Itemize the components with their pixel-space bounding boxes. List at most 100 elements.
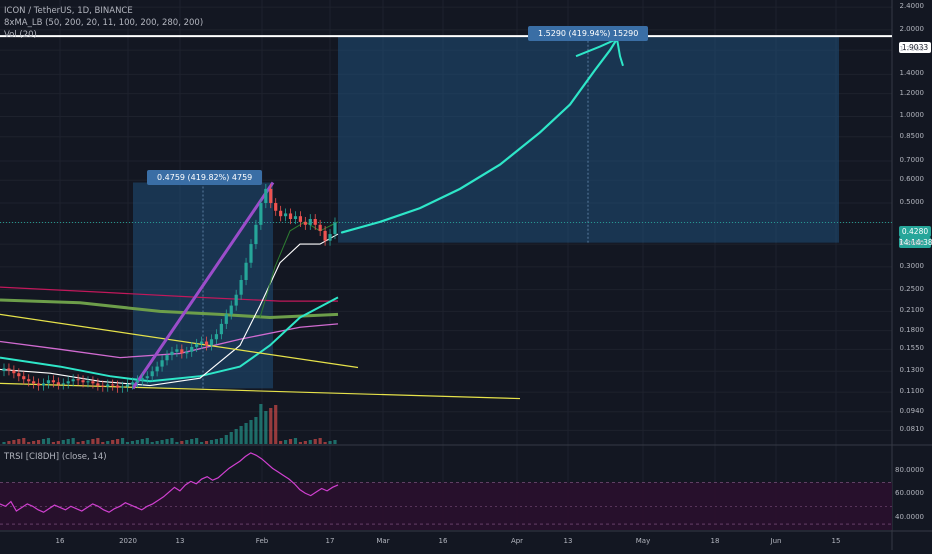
candle-body xyxy=(81,380,85,383)
volume-bar xyxy=(160,440,164,444)
candle-body xyxy=(288,213,293,220)
volume-bar xyxy=(27,442,31,444)
candle-body xyxy=(279,210,283,217)
candle-body xyxy=(219,323,223,335)
volume-bar xyxy=(96,438,100,444)
trendline-upper xyxy=(0,313,359,369)
volume-bar xyxy=(101,442,105,444)
volume-bar xyxy=(116,439,120,444)
candle-body xyxy=(71,379,75,382)
price-tick-label: 0.7000 xyxy=(899,156,925,164)
volume-bar xyxy=(56,441,60,444)
candle-body xyxy=(185,351,189,354)
range-label-2: 1.5290 (419.94%) 15290 xyxy=(528,26,649,41)
candle-body xyxy=(46,380,51,384)
candle-body xyxy=(17,373,21,377)
candle-body xyxy=(32,381,36,384)
volume-bar xyxy=(81,441,85,444)
candle-body xyxy=(313,219,317,225)
candle-body xyxy=(86,381,90,383)
price-tick-label: 2.4000 xyxy=(899,2,925,11)
volume-bar xyxy=(254,417,258,444)
candle-body xyxy=(51,380,55,383)
price-tick-label: 0.2500 xyxy=(899,284,925,293)
volume-bar xyxy=(76,442,80,444)
volume-bar xyxy=(308,440,312,444)
candle-body xyxy=(283,213,288,217)
volume-study-legend[interactable]: Vol (20) xyxy=(4,30,37,40)
candle-body xyxy=(116,385,120,388)
candle-body xyxy=(249,244,253,263)
volume-bar xyxy=(46,438,51,444)
candle-body xyxy=(120,386,125,388)
volume-bar xyxy=(328,441,332,444)
candle-body xyxy=(106,384,110,387)
volume-bar xyxy=(264,411,268,444)
time-tick-label: Mar xyxy=(376,537,390,545)
ma-100 xyxy=(0,323,339,359)
volume-bar xyxy=(51,442,55,444)
rsi-tick-label: 60.0000 xyxy=(895,489,924,498)
volume-bar xyxy=(274,405,278,444)
candle-body xyxy=(12,370,16,374)
volume-bar xyxy=(41,439,46,444)
volume-bar xyxy=(140,439,144,444)
candle-body xyxy=(170,351,174,356)
time-tick-label: 16 xyxy=(438,537,448,545)
candle-body xyxy=(229,305,233,315)
time-tick-label: May xyxy=(635,537,651,545)
candle-body xyxy=(150,371,154,377)
symbol-legend[interactable]: ICON / TetherUS, 1D, BINANCE xyxy=(4,6,133,16)
volume-bar xyxy=(288,439,293,444)
volume-bar xyxy=(145,438,149,444)
price-tick-label: 0.6000 xyxy=(899,175,925,184)
candle-body xyxy=(328,234,332,241)
candle-body xyxy=(308,219,312,225)
price-tick-label: 0.1100 xyxy=(899,387,925,396)
candle-body xyxy=(293,216,298,220)
price-tick-label: 0.1550 xyxy=(899,344,925,353)
candle-body xyxy=(145,376,149,379)
price-tick-label: 0.0810 xyxy=(899,425,925,434)
candle-body xyxy=(140,378,144,381)
volume-bar xyxy=(234,429,238,444)
volume-bar xyxy=(318,438,322,444)
candle-body xyxy=(91,381,95,384)
volume-bar xyxy=(249,420,253,444)
candle-body xyxy=(303,221,307,225)
volume-bar xyxy=(66,439,70,444)
volume-bar xyxy=(155,441,159,444)
volume-bar xyxy=(333,440,337,444)
price-tick-label: 0.3000 xyxy=(899,261,925,270)
candle-body xyxy=(333,222,337,235)
volume-bar xyxy=(259,404,263,444)
price-tick-label: 1.4000 xyxy=(899,69,925,78)
candle-body xyxy=(111,384,115,386)
volume-bar xyxy=(86,440,90,444)
rsi-tick-label: 80.0000 xyxy=(895,465,924,474)
range-box-2 xyxy=(338,36,839,243)
time-tick-label: Feb xyxy=(255,537,269,545)
ma-study-legend[interactable]: 8xMA_LB (50, 200, 20, 11, 100, 200, 280,… xyxy=(4,18,204,28)
last-price-badge: 0.4280 xyxy=(899,226,931,237)
range-label-1: 0.4759 (419.82%) 4759 xyxy=(147,170,263,185)
candle-body xyxy=(175,349,179,352)
candle-body xyxy=(323,230,327,241)
candle-body xyxy=(224,314,228,324)
candle-body xyxy=(125,384,130,387)
price-tick-label: 0.2100 xyxy=(899,306,925,315)
volume-bar xyxy=(71,438,75,444)
candle-body xyxy=(180,349,184,354)
volume-bar xyxy=(185,440,189,444)
candle-body xyxy=(318,224,322,231)
volume-bar xyxy=(298,442,302,444)
rsi-study-legend[interactable]: TRSI [CI8DH] (close, 14) xyxy=(4,452,107,462)
volume-bar xyxy=(303,441,307,444)
price-tick-label: 0.1300 xyxy=(899,366,925,375)
volume-bar xyxy=(323,442,327,444)
time-tick-label: 13 xyxy=(175,537,185,545)
candle-body xyxy=(204,341,209,346)
time-tick-label: 2020 xyxy=(119,537,137,545)
